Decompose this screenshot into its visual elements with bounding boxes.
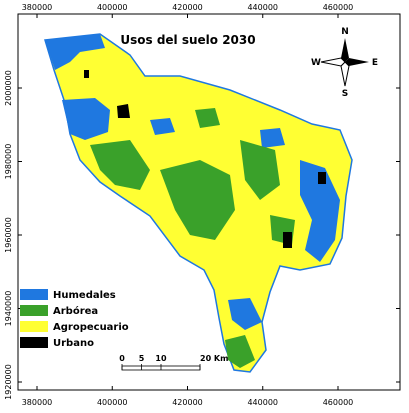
- y-label: 1960000: [4, 217, 13, 253]
- scale-label: 20 Km: [200, 354, 228, 363]
- compass-needle: [345, 58, 369, 66]
- x-label-top: 440000: [247, 3, 278, 12]
- x-label-top: 460000: [323, 3, 354, 12]
- legend-swatch: [20, 321, 48, 332]
- compass-w: W: [311, 58, 321, 68]
- x-label-bottom: 420000: [172, 398, 203, 407]
- scale-label: 10: [155, 354, 167, 363]
- legend-swatch: [20, 305, 48, 316]
- legend-swatch: [20, 289, 48, 300]
- map-title: Usos del suelo 2030: [120, 33, 255, 47]
- region: [44, 33, 353, 373]
- x-label-bottom: 440000: [247, 398, 278, 407]
- y-label: 1940000: [4, 291, 13, 327]
- legend-label: Humedales: [53, 290, 116, 301]
- x-label-bottom: 460000: [323, 398, 354, 407]
- compass-needle: [341, 38, 349, 62]
- legend-swatch: [20, 337, 48, 348]
- legend: Humedales Arbórea Agropecuario Urbano: [20, 289, 129, 349]
- scale-bar: 0 5 10 20 Km: [119, 354, 228, 371]
- compass-n: N: [341, 27, 349, 37]
- x-label-top: 380000: [22, 3, 53, 12]
- compass: N S E W: [311, 27, 378, 99]
- legend-label: Arbórea: [53, 305, 98, 317]
- x-label-bottom: 380000: [22, 398, 53, 407]
- x-label-bottom: 400000: [97, 398, 128, 407]
- x-label-top: 400000: [97, 3, 128, 12]
- legend-label: Agropecuario: [53, 322, 129, 333]
- y-label: 2000000: [4, 70, 13, 106]
- compass-e: E: [372, 58, 378, 68]
- legend-label: Urbano: [53, 338, 94, 349]
- x-label-top: 420000: [172, 3, 203, 12]
- y-label: 1980000: [4, 144, 13, 180]
- graticule: 380000 380000 400000 400000 420000 420000 4400…: [4, 3, 400, 407]
- y-label: 1920000: [4, 364, 13, 400]
- scale-label: 5: [139, 354, 145, 363]
- compass-s: S: [342, 89, 348, 99]
- scale-label: 0: [119, 354, 125, 363]
- forest-patches: [90, 108, 295, 368]
